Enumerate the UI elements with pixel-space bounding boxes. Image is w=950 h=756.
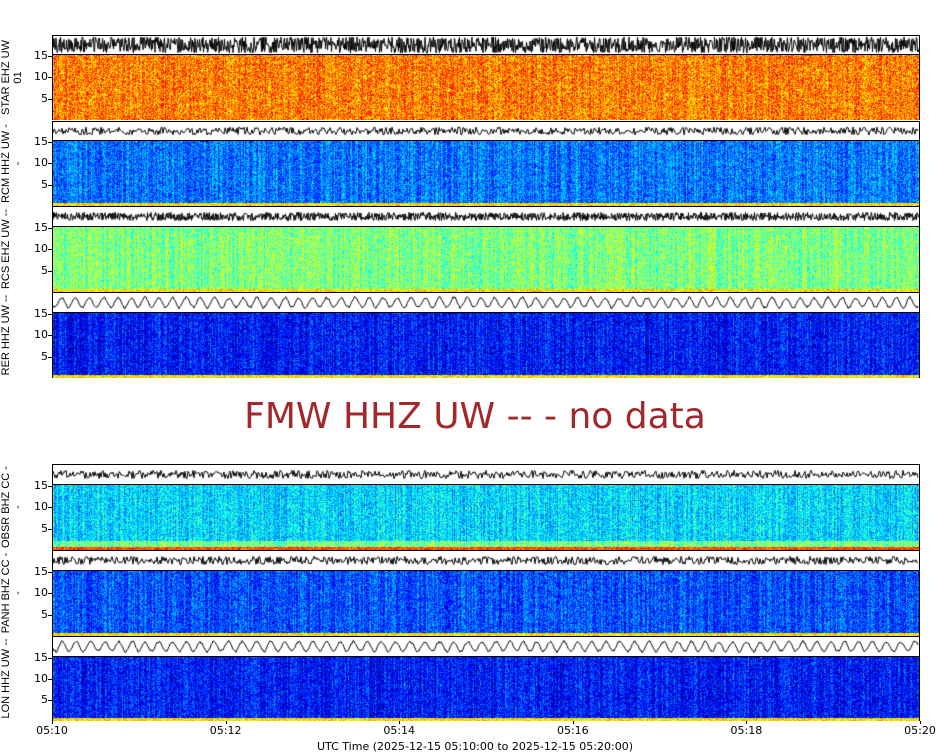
x-tick-label: 05:10 [36, 724, 68, 737]
waveform-trace [53, 122, 919, 140]
y-tick-label: 10 [34, 156, 48, 170]
y-tick-label: 10 [34, 586, 48, 600]
station-panel [52, 550, 920, 636]
y-tick-label: 10 [34, 70, 48, 84]
y-tick-label: 10 [34, 500, 48, 514]
y-tick-mark [48, 163, 52, 165]
y-tick-label: 5 [41, 607, 48, 621]
y-tick-mark [48, 249, 52, 251]
panel-divider [53, 312, 919, 313]
waveform-trace [53, 207, 919, 226]
station-label: PANH BHZ CC -- [0, 552, 24, 634]
no-data-message: FMW HHZ UW -- - no data [244, 396, 706, 437]
panel-divider [53, 140, 919, 141]
x-tick-mark [52, 721, 53, 724]
waveform-trace [53, 637, 919, 656]
y-tick-label: 5 [41, 177, 48, 191]
panel-divider [53, 570, 919, 571]
y-tick-mark [48, 507, 52, 509]
y-tick-label: 15 [34, 307, 48, 321]
y-tick-label: 15 [34, 565, 48, 579]
y-tick-label: 10 [34, 242, 48, 256]
panel-divider [53, 484, 919, 485]
x-tick-label: 05:18 [730, 724, 763, 737]
y-tick-label: 5 [41, 349, 48, 363]
station-label: RCM HHZ UW -- [0, 124, 24, 203]
y-tick-mark [48, 486, 52, 488]
y-tick-label: 10 [34, 328, 48, 342]
y-tick-mark [48, 335, 52, 337]
x-tick-label: 05:12 [209, 724, 242, 737]
waveform-trace [53, 465, 919, 484]
station-panel [52, 35, 920, 120]
station-panel [52, 121, 920, 206]
y-tick-label: 10 [34, 672, 48, 686]
y-tick-mark [48, 700, 52, 702]
y-tick-mark [48, 658, 52, 660]
y-tick-mark [48, 356, 52, 358]
station-label: OBSR BHZ CC -- [0, 466, 24, 548]
panel-divider [53, 54, 919, 55]
y-tick-label: 15 [34, 651, 48, 665]
x-tick-label: 05:16 [556, 724, 589, 737]
station-panel [52, 464, 920, 550]
station-panel [52, 636, 920, 721]
y-tick-mark [48, 56, 52, 58]
y-tick-label: 15 [34, 221, 48, 235]
x-tick-mark [572, 721, 574, 724]
station-panel [52, 292, 920, 378]
y-tick-mark [48, 142, 52, 144]
panel-divider [53, 226, 919, 227]
spectrogram-rer [53, 313, 919, 378]
x-tick-label: 05:14 [383, 724, 416, 737]
y-tick-label: 5 [41, 521, 48, 535]
y-tick-mark [48, 614, 52, 616]
y-tick-mark [48, 314, 52, 316]
y-tick-label: 15 [34, 479, 48, 493]
y-tick-mark [48, 77, 52, 79]
station-label: RCS EHZ UW -- [0, 208, 12, 290]
x-tick-mark [225, 721, 227, 724]
y-tick-mark [48, 528, 52, 530]
y-tick-mark [48, 98, 52, 100]
x-tick-mark [920, 721, 921, 724]
station-label: STAR EHZ UW 01 [0, 40, 24, 115]
x-tick-mark [399, 721, 401, 724]
x-tick-label: 05:20 [904, 724, 936, 737]
y-tick-mark [48, 228, 52, 230]
y-tick-label: 5 [41, 693, 48, 707]
waveform-trace [53, 36, 919, 54]
y-tick-label: 5 [41, 263, 48, 277]
waveform-trace [53, 293, 919, 312]
y-tick-label: 5 [41, 91, 48, 105]
y-tick-mark [48, 270, 52, 272]
y-tick-mark [48, 184, 52, 186]
spectrogram-rcm [53, 141, 919, 206]
panel-divider [53, 656, 919, 657]
spectrogram-rcs [53, 227, 919, 292]
waveform-trace [53, 551, 919, 570]
y-tick-label: 15 [34, 49, 48, 63]
spectrogram-star [53, 55, 919, 120]
spectrogram-panh [53, 571, 919, 636]
x-axis-label: UTC Time (2025-12-15 05:10:00 to 2025-12… [317, 740, 633, 753]
y-tick-mark [48, 593, 52, 595]
station-panel [52, 206, 920, 292]
station-label: LON HHZ UW -- [0, 638, 12, 719]
station-label: RER HHZ UW -- [0, 294, 12, 376]
y-tick-mark [48, 679, 52, 681]
y-tick-mark [48, 572, 52, 574]
spectrogram-lon [53, 657, 919, 721]
x-tick-mark [746, 721, 748, 724]
spectrogram-obsr [53, 485, 919, 550]
y-tick-label: 15 [34, 135, 48, 149]
